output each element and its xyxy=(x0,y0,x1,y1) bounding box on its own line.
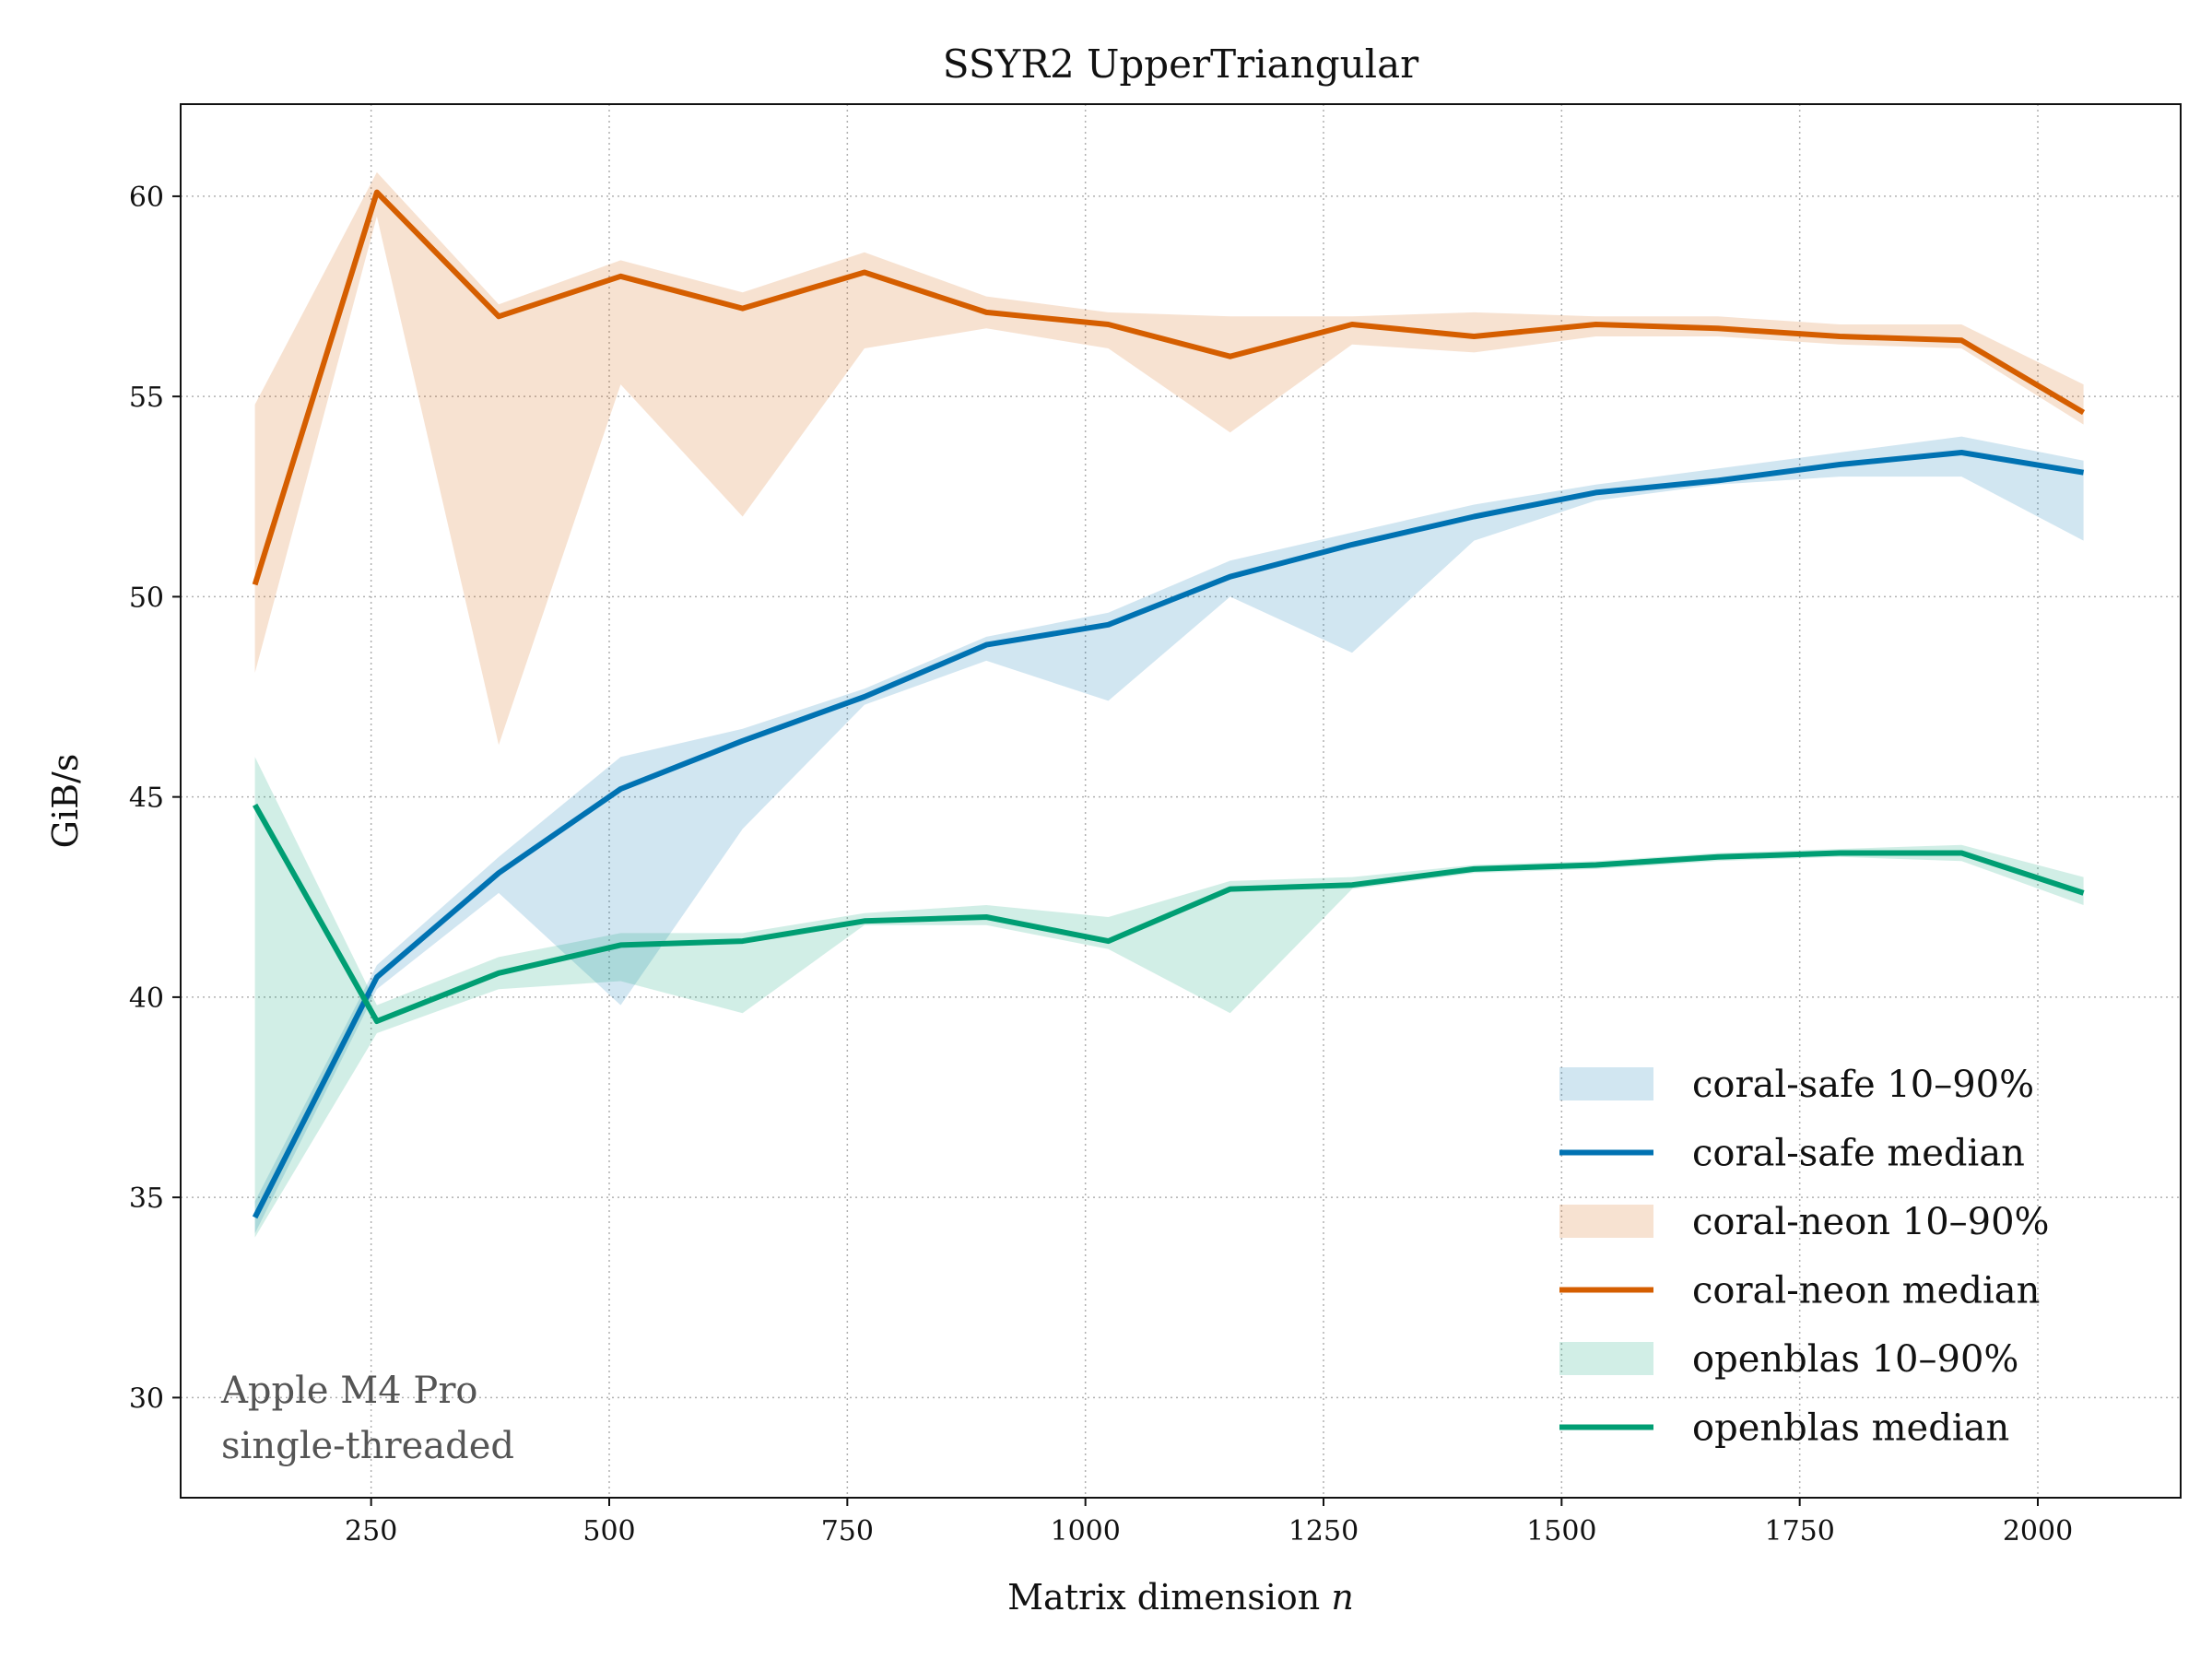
chart-title: SSYR2 UpperTriangular xyxy=(943,41,1419,87)
x-tick-label: 1750 xyxy=(1764,1515,1834,1547)
x-tick-label: 1000 xyxy=(1050,1515,1120,1547)
legend-label: coral-neon 10–90% xyxy=(1692,1201,2050,1243)
x-axis-label-variable: n xyxy=(1331,1577,1353,1618)
y-tick-label: 40 xyxy=(129,982,164,1015)
x-axis-label: Matrix dimension n xyxy=(1007,1577,1354,1618)
legend-entry-openblas-band-legend: openblas 10–90% xyxy=(1559,1338,2018,1381)
y-tick-label: 55 xyxy=(129,382,164,414)
legend-label: coral-safe 10–90% xyxy=(1692,1064,2034,1106)
coral-neon-percentile-band xyxy=(254,171,2084,746)
axis-ticks: 250 500 750 1000 1250 1500 1750 2000 30 35 40 45 50 5… xyxy=(129,182,2073,1547)
x-tick-label: 1250 xyxy=(1288,1515,1359,1547)
coral-neon-median-line xyxy=(252,189,2086,586)
y-tick-label: 30 xyxy=(129,1382,164,1415)
y-tick-label: 45 xyxy=(129,782,164,815)
legend-entry-coral-safe-median-legend: coral-safe median xyxy=(1559,1133,2025,1175)
legend-entry-openblas-median-legend: openblas median xyxy=(1559,1407,2009,1450)
x-tick-label: 250 xyxy=(345,1515,397,1547)
hardware-annotation: Apple M4 Pro single-threaded xyxy=(220,1370,514,1467)
legend-entry-coral-neon-band-legend: coral-neon 10–90% xyxy=(1559,1201,2050,1243)
y-axis-label: GiB/s xyxy=(45,754,86,849)
x-axis-label-text: Matrix dimension xyxy=(1007,1577,1320,1618)
percentile-bands xyxy=(254,171,2084,1238)
legend-swatch-band xyxy=(1559,1342,1653,1375)
openblas-median-line xyxy=(252,803,2085,1024)
legend-swatch-band xyxy=(1559,1205,1653,1238)
coral-safe-percentile-band xyxy=(254,436,2084,1234)
x-tick-label: 2000 xyxy=(2003,1515,2073,1547)
coral-safe-median-line xyxy=(252,450,2085,1219)
x-tick-label: 1500 xyxy=(1526,1515,1596,1547)
legend-entry-coral-safe-band-legend: coral-safe 10–90% xyxy=(1559,1064,2034,1106)
legend-swatch-band xyxy=(1559,1067,1653,1100)
y-tick-label: 35 xyxy=(129,1182,164,1215)
plot-frame xyxy=(180,103,2182,1499)
legend-label: coral-safe median xyxy=(1692,1133,2025,1175)
grid xyxy=(181,104,2181,1498)
legend-entry-coral-neon-median-legend: coral-neon median xyxy=(1559,1270,2040,1312)
y-tick-label: 50 xyxy=(129,582,164,614)
x-tick-label: 500 xyxy=(582,1515,635,1547)
y-tick-label: 60 xyxy=(129,182,164,214)
annotation-line-2: single-threaded xyxy=(221,1425,514,1467)
annotation-line-1: Apple M4 Pro xyxy=(220,1370,478,1412)
legend-label: openblas median xyxy=(1692,1407,2009,1450)
legend-label: openblas 10–90% xyxy=(1692,1338,2018,1381)
median-lines xyxy=(252,189,2086,1219)
legend: coral-safe 10–90% coral-safe median coral-… xyxy=(1559,1064,2050,1450)
legend-label: coral-neon median xyxy=(1692,1270,2040,1312)
x-tick-label: 750 xyxy=(821,1515,874,1547)
